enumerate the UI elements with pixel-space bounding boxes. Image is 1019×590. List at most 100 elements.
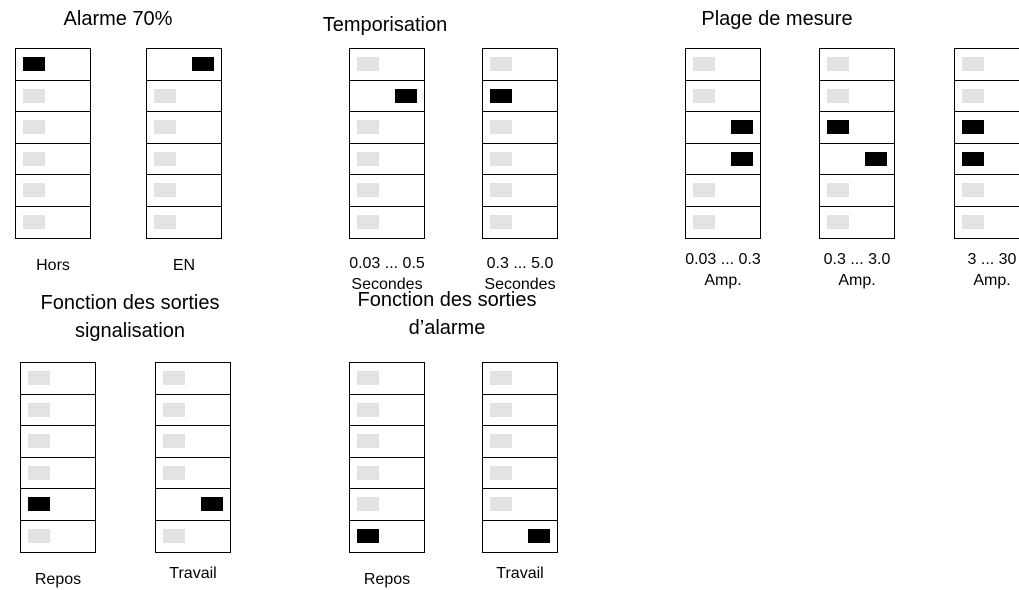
switch-caption-plage-1: 0.03 ... 0.3 Amp. — [663, 249, 783, 291]
switch-position-6 — [350, 521, 424, 553]
switch-slot — [357, 183, 379, 197]
switch-caption-signalisation-2: Travail — [133, 563, 253, 584]
switch-caption-signalisation-1: Repos — [0, 569, 118, 590]
switch-slot — [490, 183, 512, 197]
caption-line: Travail — [169, 565, 217, 582]
switch-position-4 — [483, 144, 557, 175]
switch-position-3 — [350, 426, 424, 458]
switch-slot — [490, 434, 512, 448]
caption-line: Hors — [36, 257, 70, 274]
switch-position-5 — [686, 175, 760, 207]
switch-position-2 — [955, 81, 1019, 112]
dip-switch-sorties-alarme-2 — [482, 362, 558, 553]
switch-position-2 — [16, 81, 90, 112]
title-fonction-signalisation: Fonction des sorties signalisation — [0, 289, 260, 345]
switch-slot — [490, 214, 512, 229]
switch-position-6 — [21, 521, 95, 553]
switch-slot — [154, 120, 176, 134]
dip-switch-temporisation-1 — [349, 48, 425, 239]
switch-slot — [23, 88, 45, 103]
title-fonction-alarme-line2: d’alarme — [408, 317, 486, 339]
title-fonction-alarme: Fonction des sorties d’alarme — [317, 286, 577, 342]
switch-position-1 — [350, 49, 424, 81]
switch-slot — [827, 88, 849, 103]
title-fonction-signalisation-line2: signalisation — [74, 320, 186, 342]
dip-switch-alarme-1 — [15, 48, 91, 239]
switch-position-4 — [686, 144, 760, 175]
switch-position-2 — [686, 81, 760, 112]
switch-lever-left — [962, 120, 984, 134]
switch-position-4 — [820, 144, 894, 175]
switch-position-5 — [350, 175, 424, 207]
caption-line: Repos — [34, 571, 82, 588]
switch-position-5 — [483, 489, 557, 521]
switch-slot — [23, 120, 45, 134]
switch-position-5 — [820, 175, 894, 207]
switch-position-1 — [483, 49, 557, 81]
switch-caption-plage-3: 3 ... 30 Amp. — [932, 249, 1019, 291]
switch-caption-sorties-alarme-1: Repos — [327, 569, 447, 590]
switch-slot — [827, 183, 849, 197]
switch-lever-left — [28, 497, 50, 511]
switch-slot — [490, 402, 512, 417]
switch-position-3 — [483, 112, 557, 144]
switch-slot — [490, 151, 512, 166]
switch-position-4 — [483, 458, 557, 489]
switch-position-1 — [16, 49, 90, 81]
caption-line: 0.3 ... 3.0 — [823, 251, 891, 268]
switch-position-1 — [21, 363, 95, 395]
switch-slot — [23, 151, 45, 166]
switch-slot — [827, 57, 849, 71]
caption-line: Amp. — [704, 272, 742, 289]
caption-line: 3 ... 30 — [967, 251, 1017, 268]
switch-position-4 — [21, 458, 95, 489]
switch-position-1 — [350, 363, 424, 395]
switch-slot — [962, 214, 984, 229]
caption-line: Secondes — [484, 276, 556, 293]
caption-line: Amp. — [838, 272, 876, 289]
switch-slot — [163, 402, 185, 417]
switch-position-4 — [955, 144, 1019, 175]
dip-switch-plage-1 — [685, 48, 761, 239]
switch-position-1 — [147, 49, 221, 81]
switch-position-4 — [350, 144, 424, 175]
switch-slot — [357, 151, 379, 166]
switch-slot — [693, 57, 715, 71]
caption-line: 0.03 ... 0.3 — [685, 251, 761, 268]
switch-slot — [28, 402, 50, 417]
switch-position-6 — [483, 521, 557, 553]
switch-slot — [357, 465, 379, 480]
switch-lever-right — [192, 57, 214, 71]
switch-caption-alarme-1: Hors — [0, 255, 113, 276]
switch-position-2 — [483, 395, 557, 426]
switch-position-2 — [21, 395, 95, 426]
caption-line: 0.3 ... 5.0 — [486, 255, 554, 272]
switch-position-4 — [147, 144, 221, 175]
switch-position-4 — [350, 458, 424, 489]
switch-position-5 — [955, 175, 1019, 207]
dip-switch-plage-3 — [954, 48, 1019, 239]
switch-slot — [357, 214, 379, 229]
switch-position-3 — [955, 112, 1019, 144]
switch-lever-left — [23, 57, 45, 71]
switch-slot — [357, 402, 379, 417]
switch-slot — [28, 465, 50, 480]
switch-slot — [693, 214, 715, 229]
switch-lever-left — [357, 528, 379, 543]
switch-position-5 — [147, 175, 221, 207]
switch-position-2 — [156, 395, 230, 426]
switch-slot — [490, 57, 512, 71]
switch-slot — [28, 528, 50, 543]
switch-position-3 — [483, 426, 557, 458]
switch-position-5 — [16, 175, 90, 207]
switch-slot — [693, 88, 715, 103]
title-temporisation: Temporisation — [322, 14, 448, 36]
switch-lever-right — [528, 528, 550, 543]
title-plage-de-mesure: Plage de mesure — [701, 8, 853, 30]
switch-slot — [154, 214, 176, 229]
switch-slot — [357, 434, 379, 448]
switch-slot — [490, 465, 512, 480]
switch-slot — [23, 183, 45, 197]
switch-position-3 — [16, 112, 90, 144]
switch-position-6 — [820, 207, 894, 239]
